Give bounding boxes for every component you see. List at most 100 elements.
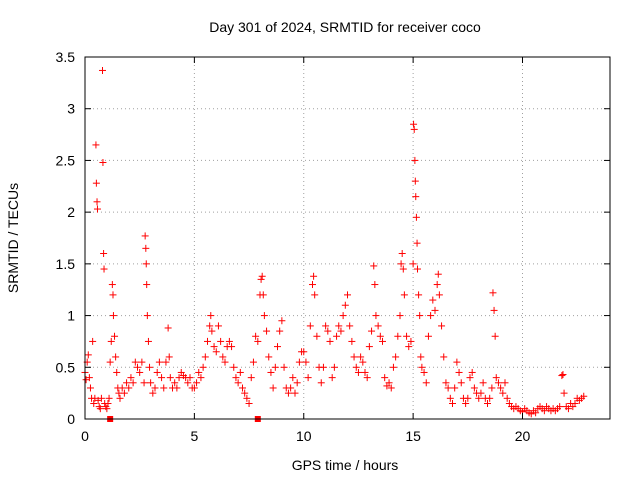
data-point xyxy=(446,394,454,402)
data-point xyxy=(155,358,163,366)
data-point xyxy=(326,337,334,345)
data-point xyxy=(479,379,487,387)
data-point xyxy=(164,324,172,332)
data-point xyxy=(486,394,494,402)
data-point xyxy=(434,270,442,278)
data-point xyxy=(217,337,225,345)
data-point xyxy=(418,363,426,371)
data-point xyxy=(337,327,345,335)
data-point xyxy=(131,358,139,366)
data-point xyxy=(348,337,356,345)
data-point xyxy=(199,363,207,371)
data-point xyxy=(125,384,133,392)
data-point xyxy=(138,358,146,366)
data-point xyxy=(397,260,405,268)
data-point xyxy=(540,407,548,415)
data-point xyxy=(186,374,194,382)
data-point xyxy=(254,337,262,345)
data-point xyxy=(322,322,330,330)
data-point xyxy=(103,405,111,413)
data-point xyxy=(330,363,338,371)
data-point xyxy=(207,312,215,320)
data-point xyxy=(158,374,166,382)
data-point xyxy=(146,363,154,371)
data-point xyxy=(269,384,277,392)
data-point xyxy=(468,368,476,376)
data-point xyxy=(457,379,465,387)
data-point xyxy=(379,337,386,345)
gridlines xyxy=(85,57,610,419)
data-point xyxy=(143,281,151,289)
data-point xyxy=(225,337,233,345)
data-point xyxy=(398,250,406,258)
data-point xyxy=(455,368,463,376)
axis-ticks: 0 5 10 15 20 0 0.5 1 1.5 2 2.5 3 3.5 xyxy=(56,49,610,444)
data-point xyxy=(118,384,126,392)
data-point xyxy=(173,384,181,392)
y-tick-label: 1 xyxy=(67,308,75,324)
data-point xyxy=(417,353,425,361)
data-point xyxy=(352,363,360,371)
data-point xyxy=(394,332,402,340)
data-point xyxy=(144,337,152,345)
data-point xyxy=(532,409,540,417)
data-point xyxy=(317,379,325,387)
data-point xyxy=(319,363,327,371)
data-point xyxy=(411,177,419,185)
data-point xyxy=(287,384,295,392)
data-point xyxy=(403,332,411,340)
y-tick-label: 2 xyxy=(67,204,75,220)
x-tick-label: 10 xyxy=(296,428,312,444)
data-point xyxy=(263,327,271,335)
data-point xyxy=(333,332,341,340)
data-point xyxy=(142,260,150,268)
data-point xyxy=(89,337,97,345)
data-point xyxy=(442,379,450,387)
data-point xyxy=(304,374,312,382)
data-point xyxy=(151,384,159,392)
data-point xyxy=(392,353,400,361)
data-point xyxy=(488,384,496,392)
data-point xyxy=(484,399,491,407)
data-point xyxy=(492,374,500,382)
data-point xyxy=(84,351,92,359)
data-point xyxy=(422,379,430,387)
data-point xyxy=(494,379,502,387)
data-point xyxy=(420,368,428,376)
data-point xyxy=(100,250,108,258)
data-point xyxy=(104,399,112,407)
data-point xyxy=(140,379,148,387)
data-point xyxy=(241,389,249,397)
data-point xyxy=(147,379,155,387)
data-point xyxy=(153,368,161,376)
data-point xyxy=(108,281,116,289)
data-point xyxy=(92,179,100,187)
data-point xyxy=(324,327,332,335)
data-point xyxy=(328,374,336,382)
data-point xyxy=(435,291,443,299)
data-point xyxy=(440,353,448,361)
data-point xyxy=(109,312,117,320)
data-point xyxy=(274,343,281,351)
data-point xyxy=(120,389,128,397)
data-point xyxy=(160,384,168,392)
y-tick-label: 3.5 xyxy=(56,49,76,65)
data-point xyxy=(214,322,222,330)
data-point xyxy=(313,332,321,340)
data-point xyxy=(412,193,420,201)
data-point xyxy=(438,322,446,330)
data-point xyxy=(354,368,362,376)
data-point xyxy=(400,291,408,299)
data-point xyxy=(387,384,395,392)
data-point xyxy=(100,265,108,273)
data-point xyxy=(466,374,474,382)
data-point xyxy=(219,353,227,361)
x-tick-label: 20 xyxy=(515,428,531,444)
data-point xyxy=(376,332,384,340)
data-point xyxy=(365,343,373,351)
data-point xyxy=(399,265,407,273)
data-point xyxy=(357,353,365,361)
data-point xyxy=(410,125,418,133)
data-point xyxy=(295,358,303,366)
data-point xyxy=(257,275,265,283)
